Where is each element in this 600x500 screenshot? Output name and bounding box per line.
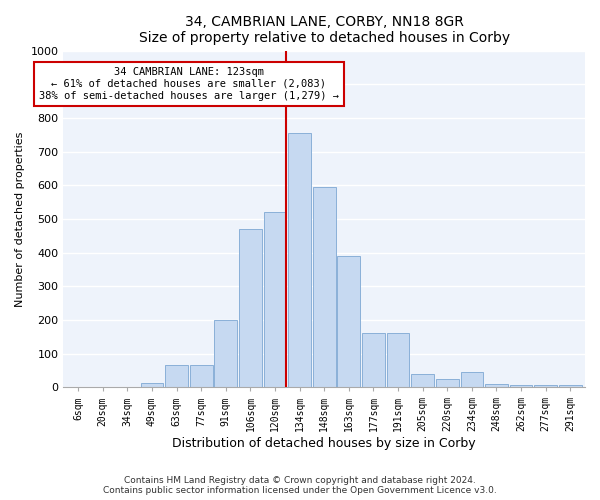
Text: 34 CAMBRIAN LANE: 123sqm
← 61% of detached houses are smaller (2,083)
38% of sem: 34 CAMBRIAN LANE: 123sqm ← 61% of detach… xyxy=(39,68,339,100)
Y-axis label: Number of detached properties: Number of detached properties xyxy=(15,131,25,306)
Bar xyxy=(288,133,311,387)
Title: 34, CAMBRIAN LANE, CORBY, NN18 8GR
Size of property relative to detached houses : 34, CAMBRIAN LANE, CORBY, NN18 8GR Size … xyxy=(139,15,510,45)
Bar xyxy=(485,384,508,387)
Bar xyxy=(263,212,286,387)
X-axis label: Distribution of detached houses by size in Corby: Distribution of detached houses by size … xyxy=(172,437,476,450)
Bar xyxy=(214,320,237,387)
Bar xyxy=(559,386,581,387)
Bar xyxy=(165,366,188,387)
Bar xyxy=(190,366,212,387)
Bar xyxy=(386,334,409,387)
Bar xyxy=(337,256,360,387)
Bar xyxy=(140,383,163,387)
Bar xyxy=(510,386,532,387)
Bar xyxy=(412,374,434,387)
Bar xyxy=(313,187,335,387)
Bar xyxy=(436,379,458,387)
Bar xyxy=(362,334,385,387)
Bar xyxy=(239,229,262,387)
Bar xyxy=(461,372,483,387)
Text: Contains HM Land Registry data © Crown copyright and database right 2024.
Contai: Contains HM Land Registry data © Crown c… xyxy=(103,476,497,495)
Bar xyxy=(535,386,557,387)
